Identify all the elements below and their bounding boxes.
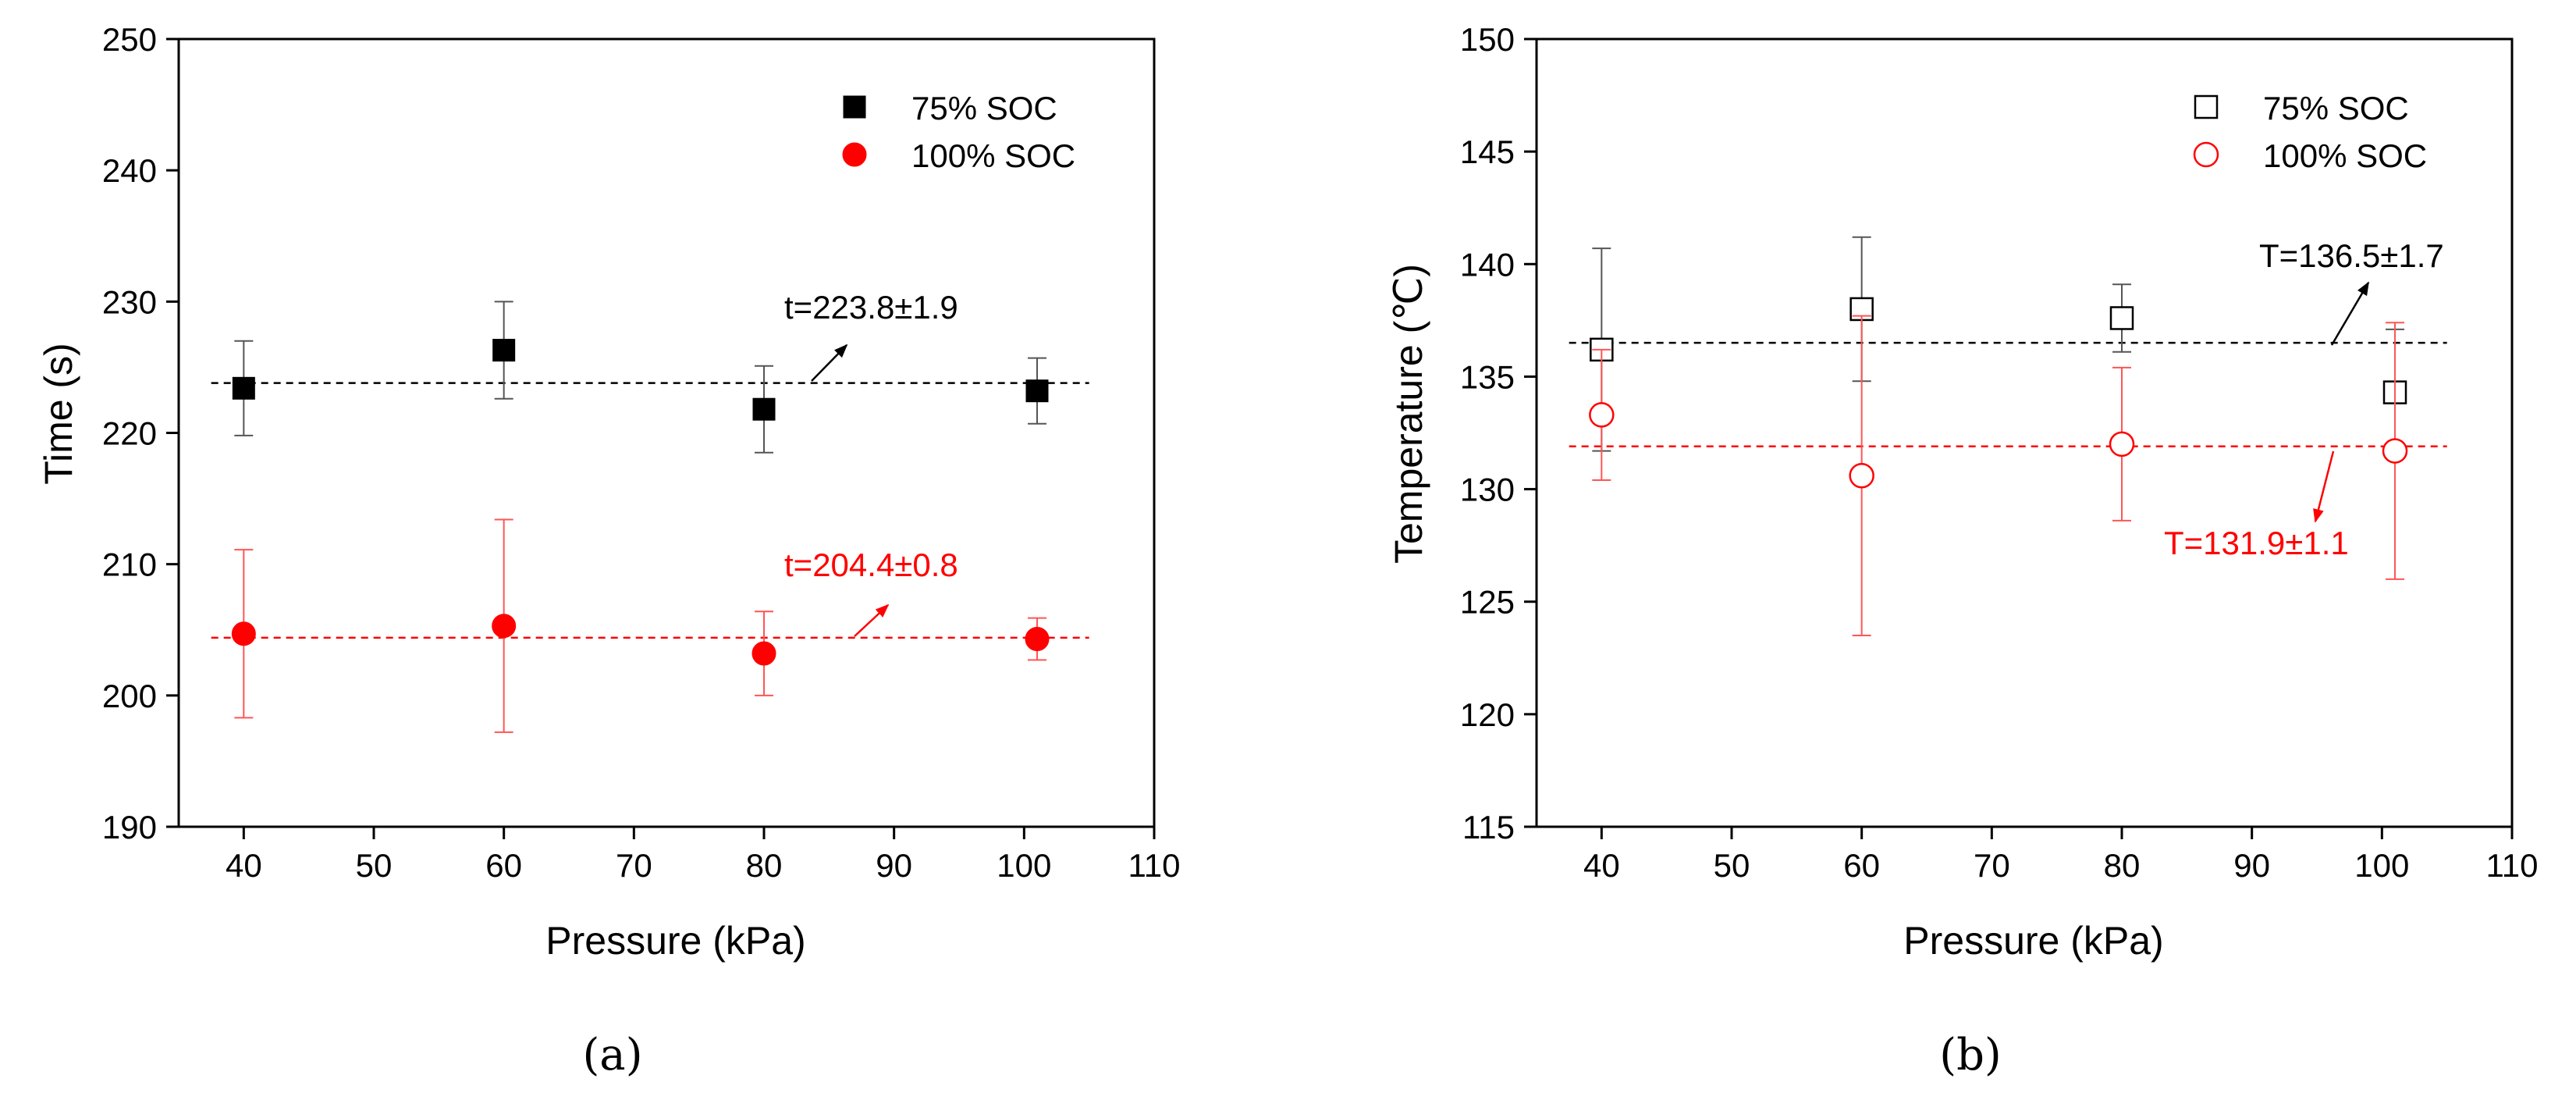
- y-axis-label: Time (s): [37, 343, 80, 484]
- y-tick-label: 200: [102, 678, 157, 714]
- legend-marker: [2194, 94, 2219, 119]
- x-tick-label: 110: [1128, 847, 1181, 884]
- y-tick-label: 145: [1460, 133, 1515, 170]
- x-tick-label: 100: [997, 847, 1051, 884]
- data-point: [1025, 379, 1049, 403]
- x-axis-label: Pressure (kPa): [1903, 919, 2163, 963]
- x-tick-label: 60: [1843, 847, 1880, 884]
- y-tick-label: 210: [102, 546, 157, 583]
- legend-marker: [843, 95, 866, 119]
- data-point: [1849, 463, 1874, 489]
- x-axis-label: Pressure (kPa): [545, 919, 805, 963]
- y-tick-label: 220: [102, 415, 157, 452]
- legend-label-75-soc: 75% SOC: [2263, 90, 2409, 126]
- data-point: [751, 641, 776, 666]
- data-point: [2109, 431, 2135, 457]
- legend-label-100-soc: 100% SOC: [2263, 137, 2427, 174]
- x-tick-label: 70: [616, 847, 652, 884]
- legend-label-75-soc: 75% SOC: [911, 90, 1057, 126]
- data-point: [2382, 438, 2408, 464]
- reference-arrow: [811, 344, 848, 382]
- x-tick-label: 40: [1583, 847, 1620, 884]
- data-point: [1589, 402, 1615, 428]
- y-tick-label: 240: [102, 152, 157, 189]
- y-tick-label: 250: [102, 21, 157, 58]
- y-tick-label: 140: [1460, 246, 1515, 283]
- y-tick-label: 190: [102, 809, 157, 845]
- reference-arrow: [854, 603, 890, 637]
- x-tick-label: 40: [226, 847, 262, 884]
- reference-arrow: [2330, 281, 2370, 346]
- reference-label-100-soc: t=204.4±0.8: [784, 546, 958, 583]
- legend-marker: [2193, 141, 2219, 168]
- y-tick-label: 115: [1462, 809, 1515, 845]
- x-tick-label: 100: [2354, 847, 2409, 884]
- panel-caption: (a): [582, 1030, 642, 1080]
- x-tick-label: 70: [1974, 847, 2010, 884]
- y-tick-label: 150: [1460, 21, 1515, 58]
- y-axis-label: Temperature (℃): [1387, 264, 1430, 564]
- x-tick-label: 90: [876, 847, 912, 884]
- x-tick-label: 80: [2104, 847, 2141, 884]
- data-point: [492, 339, 516, 362]
- plot-frame: [1535, 37, 2514, 828]
- x-tick-label: 60: [485, 847, 522, 884]
- legend-marker: [842, 142, 867, 167]
- data-point: [492, 614, 517, 639]
- y-tick-label: 130: [1460, 472, 1515, 508]
- x-tick-label: 80: [746, 847, 783, 884]
- reference-arrow: [2313, 450, 2335, 523]
- y-tick-label: 120: [1460, 696, 1515, 733]
- x-tick-label: 110: [2486, 847, 2539, 884]
- y-tick-label: 230: [102, 283, 157, 320]
- data-point: [231, 621, 256, 646]
- data-point: [752, 397, 776, 421]
- y-tick-label: 125: [1460, 584, 1515, 621]
- legend-label-100-soc: 100% SOC: [911, 137, 1075, 174]
- reference-label-75-soc: t=223.8±1.9: [784, 289, 958, 326]
- data-point: [1025, 627, 1050, 652]
- y-tick-label: 135: [1460, 358, 1515, 395]
- panel-b: Pressure (kPa) Temperature (℃) 75% SOC 1…: [1387, 21, 2538, 1080]
- panel-caption: (b): [1939, 1030, 2002, 1080]
- x-tick-label: 90: [2233, 847, 2270, 884]
- reference-label-100-soc: T=131.9±1.1: [2164, 525, 2349, 561]
- x-tick-label: 50: [356, 847, 393, 884]
- data-point: [2109, 306, 2134, 330]
- reference-label-75-soc: T=136.5±1.7: [2259, 237, 2444, 274]
- x-tick-label: 50: [1714, 847, 1750, 884]
- data-point: [232, 376, 255, 400]
- panel-a: Pressure (kPa) Time (s) 75% SOC 100% SOC…: [37, 21, 1180, 1080]
